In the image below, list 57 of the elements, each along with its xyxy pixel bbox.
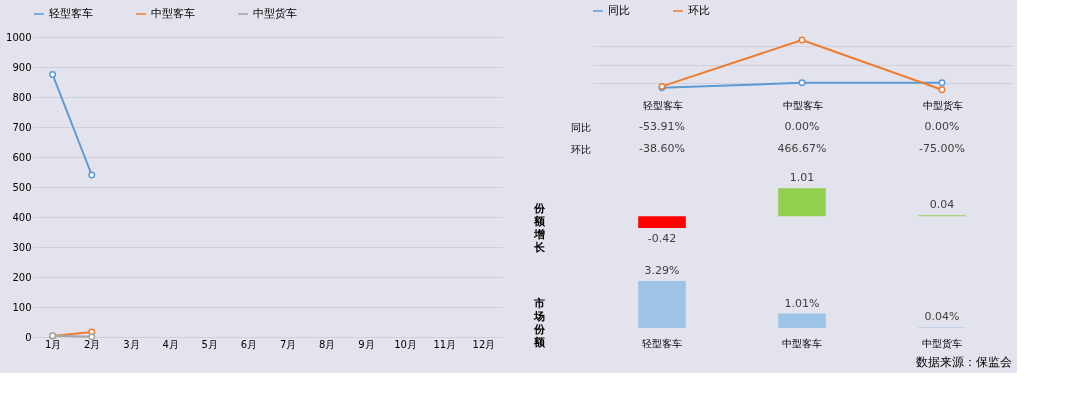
point bbox=[88, 171, 96, 179]
x-tick-label: 4月 bbox=[162, 338, 179, 350]
data-label: -0.42 bbox=[647, 232, 677, 245]
data-label: 466.67% bbox=[777, 142, 827, 155]
data-label: 1.01% bbox=[784, 296, 820, 310]
x-tick-label: 轻型客车 bbox=[642, 99, 683, 111]
data-label: 0.04 bbox=[929, 198, 955, 212]
y-tick-label: 0 bbox=[25, 331, 32, 343]
data-label: -75.00% bbox=[919, 142, 965, 155]
x-tick-label: 5月 bbox=[201, 338, 218, 350]
legend-label: 中型货车 bbox=[253, 7, 297, 20]
data-label: 0.04% bbox=[924, 310, 960, 324]
y-tick-label: 900 bbox=[12, 61, 32, 73]
data-label: 0.00% bbox=[924, 120, 960, 133]
point bbox=[49, 71, 57, 78]
y-axis-title: 份额增长 bbox=[533, 201, 546, 254]
x-tick-label: 轻型客车 bbox=[642, 337, 682, 349]
y-tick-label: 700 bbox=[12, 121, 32, 133]
y-tick-label: 500 bbox=[12, 181, 32, 193]
text: 环比 bbox=[570, 143, 591, 155]
data-label: 0.00% bbox=[784, 120, 820, 133]
data-label: -38.60% bbox=[639, 142, 685, 155]
source-note: 数据来源：保监会 bbox=[916, 355, 1012, 369]
x-tick-label: 1月 bbox=[44, 338, 62, 350]
x-tick-label: 中型货车 bbox=[922, 99, 963, 111]
legend-label: 中型客车 bbox=[151, 7, 195, 20]
y-tick-label: 1000 bbox=[6, 31, 32, 43]
x-tick-label: 10月 bbox=[394, 338, 417, 350]
x-tick-label: 7月 bbox=[279, 338, 297, 350]
y-tick-label: 200 bbox=[12, 271, 32, 283]
x-tick-label: 3月 bbox=[123, 338, 140, 350]
data-label: 3.29% bbox=[644, 264, 680, 277]
y-tick-label: 600 bbox=[12, 151, 32, 163]
x-tick-label: 中型客车 bbox=[782, 99, 823, 111]
data-label: -53.91% bbox=[639, 120, 685, 133]
legend-label: 环比 bbox=[688, 4, 710, 17]
x-tick-label: 12月 bbox=[472, 338, 496, 350]
text: 同比 bbox=[570, 121, 591, 133]
point bbox=[798, 36, 806, 44]
x-tick-label: 中型客车 bbox=[782, 337, 822, 349]
legend-label: 轻型客车 bbox=[49, 7, 93, 20]
data-label: 1.01 bbox=[789, 171, 815, 185]
x-tick-label: 6月 bbox=[240, 338, 258, 350]
x-tick-label: 11月 bbox=[433, 338, 457, 350]
x-tick-label: 9月 bbox=[358, 338, 375, 350]
y-tick-label: 800 bbox=[12, 91, 32, 103]
point bbox=[798, 79, 806, 87]
x-tick-label: 2月 bbox=[84, 338, 101, 350]
point bbox=[938, 86, 946, 94]
point bbox=[938, 79, 946, 87]
y-tick-label: 100 bbox=[12, 301, 32, 313]
x-tick-label: 中型货车 bbox=[922, 337, 962, 349]
legend-label: 同比 bbox=[608, 4, 630, 17]
y-axis-title: 市场份额 bbox=[533, 296, 546, 349]
x-tick-label: 8月 bbox=[319, 338, 336, 350]
y-tick-label: 400 bbox=[12, 211, 32, 223]
y-tick-label: 300 bbox=[12, 241, 32, 253]
